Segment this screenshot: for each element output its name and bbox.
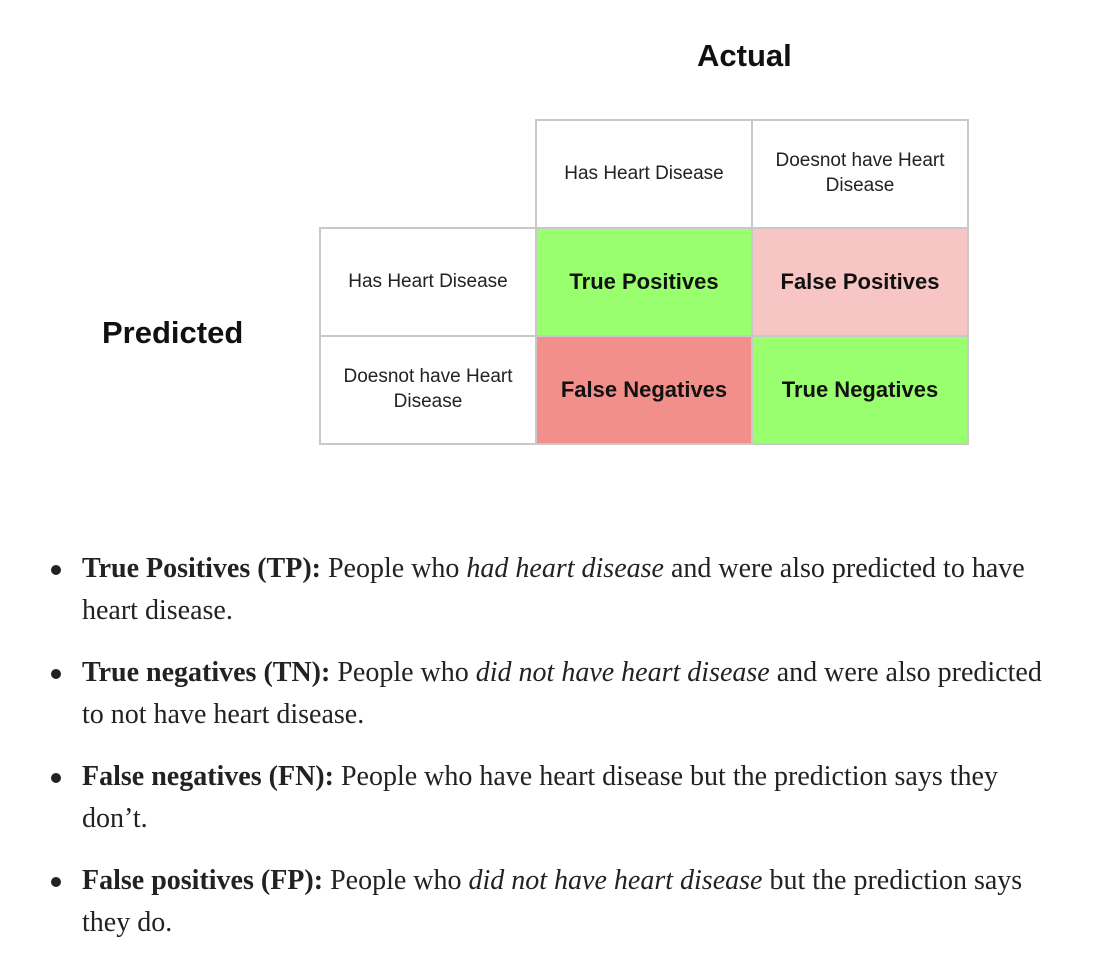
false-positives-label: False Positives (780, 268, 940, 294)
bullet-icon (51, 669, 61, 679)
column-header-label: Doesnot have Heart Disease (775, 150, 945, 196)
predicted-axis-title: Predicted (102, 315, 244, 350)
row-header-label: Doesnot have Heart Disease (343, 366, 513, 412)
column-header-label: Has Heart Disease (564, 162, 724, 184)
true-positives-label: True Positives (569, 268, 719, 294)
false-negatives-cell: False Negatives (535, 335, 753, 445)
definition-text: and were also predicted to have heart di… (82, 553, 1025, 626)
row-header-has-disease: Has Heart Disease (319, 227, 537, 337)
definition-emphasis: did not have heart disease (468, 865, 763, 896)
bullet-icon (51, 565, 61, 575)
definition-emphasis: did not have heart disease (475, 657, 770, 688)
definition-false-positives: False positives (FP): People who did not… (0, 860, 1062, 944)
definition-emphasis: had heart disease (466, 553, 664, 584)
definition-text: People who (330, 657, 476, 688)
definitions-list: True Positives (TP): People who had hear… (0, 548, 1100, 964)
true-negatives-cell: True Negatives (751, 335, 969, 445)
definition-term: False negatives (FN): (82, 761, 334, 792)
definition-text: and were also predicted to not have hear… (82, 657, 1042, 730)
false-positives-cell: False Positives (751, 227, 969, 337)
definition-term: True Positives (TP): (82, 553, 321, 584)
definition-true-negatives: True negatives (TN): People who did not … (0, 652, 1062, 736)
definition-false-negatives: False negatives (FN): People who have he… (0, 756, 1062, 840)
definition-text: People who (323, 865, 469, 896)
false-negatives-label: False Negatives (560, 376, 728, 402)
definition-text: People who (320, 553, 467, 584)
definition-term: False positives (FP): (82, 865, 324, 896)
row-header-label: Has Heart Disease (348, 270, 508, 292)
column-header-no-disease: Doesnot have Heart Disease (751, 119, 969, 229)
row-header-no-disease: Doesnot have Heart Disease (319, 335, 537, 445)
definition-true-positives: True Positives (TP): People who had hear… (0, 548, 1062, 632)
definition-term: True negatives (TN): (82, 657, 331, 688)
confusion-matrix-figure: Actual Predicted Has Heart Disease Doesn… (102, 38, 969, 445)
actual-axis-title: Actual (697, 38, 792, 73)
bullet-icon (51, 877, 61, 887)
column-header-has-disease: Has Heart Disease (535, 119, 753, 229)
true-negatives-label: True Negatives (781, 376, 939, 402)
definition-text: People who have heart disease but the pr… (82, 761, 998, 834)
true-positives-cell: True Positives (535, 227, 753, 337)
bullet-icon (51, 773, 61, 783)
definition-text: but the prediction says they do. (82, 865, 1023, 938)
